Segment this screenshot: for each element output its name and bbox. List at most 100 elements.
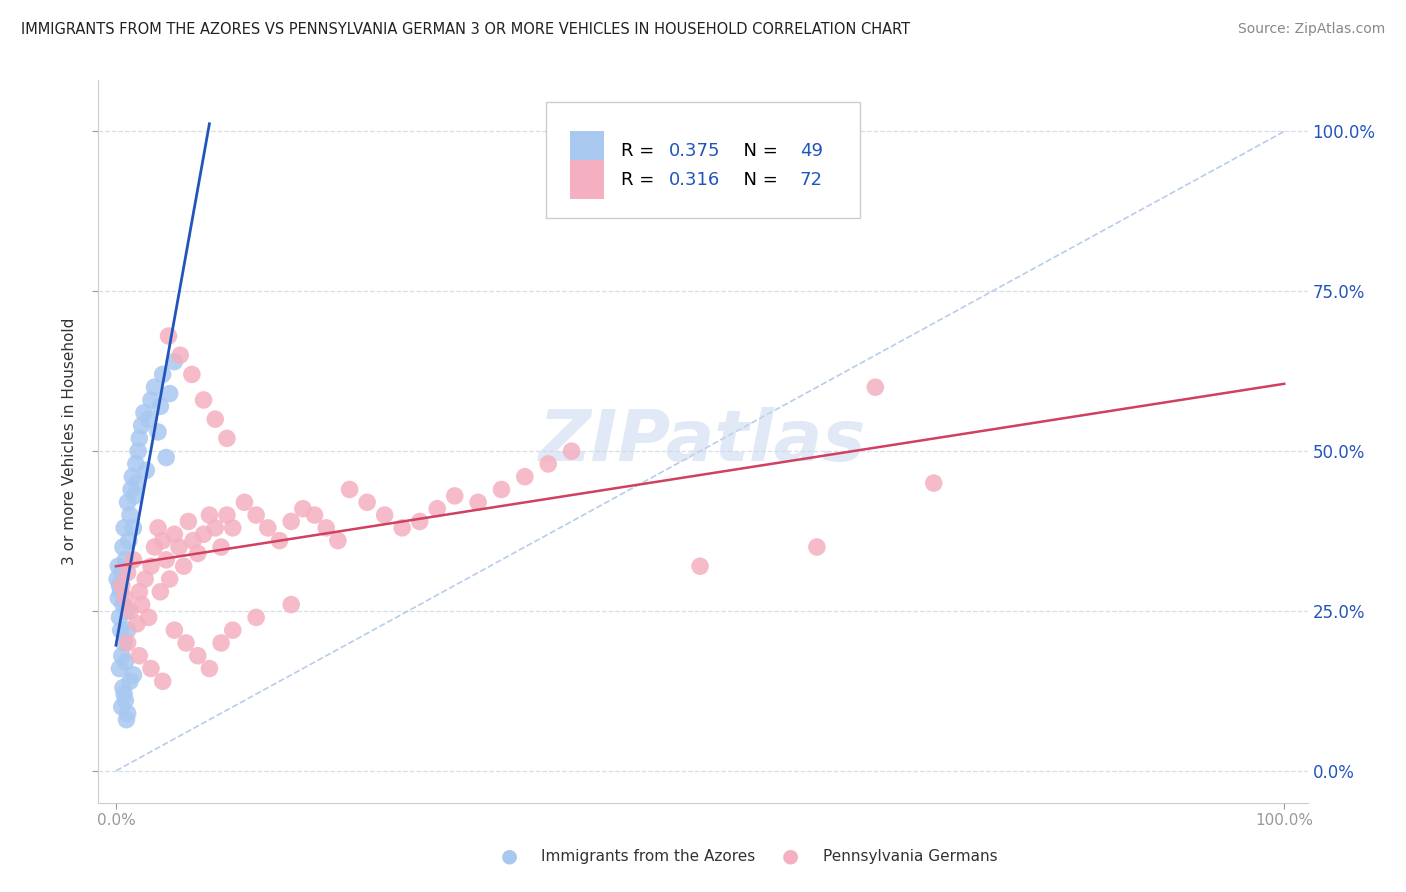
Point [139, 559, 162, 574]
Point [139, 392, 162, 407]
Point [149, 584, 172, 599]
Point [157, 329, 180, 343]
Text: Immigrants from the Azores: Immigrants from the Azores [541, 849, 755, 863]
Point [108, 610, 131, 624]
Point [233, 495, 256, 509]
Point [111, 681, 134, 695]
Point [146, 425, 169, 439]
Point [204, 521, 226, 535]
Point [112, 636, 135, 650]
Point [689, 559, 711, 574]
Point [132, 406, 155, 420]
Point [111, 648, 134, 663]
Point [374, 508, 396, 522]
Text: N =: N = [733, 170, 783, 188]
Point [105, 572, 128, 586]
Point [513, 469, 536, 483]
Point [111, 699, 134, 714]
Point [128, 648, 150, 663]
Point [256, 521, 278, 535]
Point [120, 483, 142, 497]
Point [117, 623, 139, 637]
Point [426, 501, 449, 516]
Point [152, 674, 174, 689]
Point [135, 463, 157, 477]
Point [149, 400, 172, 414]
Point [163, 354, 186, 368]
Point [326, 533, 349, 548]
Text: 49: 49 [800, 142, 823, 160]
Point [180, 368, 202, 382]
Point [159, 386, 181, 401]
Point [122, 668, 145, 682]
Text: IMMIGRANTS FROM THE AZORES VS PENNSYLVANIA GERMAN 3 OR MORE VEHICLES IN HOUSEHOL: IMMIGRANTS FROM THE AZORES VS PENNSYLVAN… [21, 22, 910, 37]
FancyBboxPatch shape [546, 102, 860, 218]
Text: ●: ● [501, 847, 517, 866]
Point [128, 431, 150, 445]
Point [114, 553, 136, 567]
Point [122, 521, 145, 535]
Point [177, 515, 200, 529]
Point [152, 368, 174, 382]
Point [181, 533, 204, 548]
Point [187, 648, 209, 663]
Point [131, 598, 153, 612]
Point [537, 457, 560, 471]
Text: 0.375: 0.375 [669, 142, 721, 160]
Point [108, 578, 131, 592]
Point [125, 616, 148, 631]
Point [198, 661, 221, 675]
Point [107, 591, 129, 606]
Text: R =: R = [621, 142, 659, 160]
Point [114, 591, 136, 606]
Point [118, 674, 141, 689]
Point [139, 661, 162, 675]
Point [121, 469, 143, 483]
Text: ZIPatlas: ZIPatlas [540, 407, 866, 476]
Point [117, 706, 139, 721]
Point [865, 380, 887, 394]
Point [922, 476, 945, 491]
Point [138, 412, 160, 426]
Point [269, 533, 291, 548]
Text: Pennsylvania Germans: Pennsylvania Germans [823, 849, 997, 863]
Point [125, 476, 148, 491]
Point [215, 431, 238, 445]
Point [143, 540, 166, 554]
Point [467, 495, 489, 509]
Point [193, 392, 215, 407]
Point [167, 540, 190, 554]
Point [114, 655, 136, 669]
Point [110, 584, 132, 599]
Point [118, 604, 141, 618]
Point [124, 489, 146, 503]
Point [245, 508, 267, 522]
Y-axis label: 3 or more Vehicles in Household: 3 or more Vehicles in Household [62, 318, 77, 566]
Point [245, 610, 267, 624]
Point [215, 508, 238, 522]
Point [110, 623, 132, 637]
Point [339, 483, 361, 497]
Point [111, 540, 134, 554]
Point [163, 623, 186, 637]
Point [127, 444, 149, 458]
Point [125, 457, 148, 471]
Point [222, 623, 245, 637]
Point [163, 527, 186, 541]
Point [443, 489, 465, 503]
Point [222, 521, 245, 535]
Point [111, 566, 134, 580]
Point [187, 546, 209, 560]
Text: 0.316: 0.316 [669, 170, 720, 188]
Point [131, 418, 153, 433]
FancyBboxPatch shape [569, 160, 603, 200]
Point [356, 495, 378, 509]
Point [108, 661, 131, 675]
Point [138, 610, 160, 624]
Point [118, 533, 141, 548]
Point [409, 515, 432, 529]
Point [115, 713, 138, 727]
Point [152, 533, 174, 548]
Point [280, 598, 302, 612]
Point [193, 527, 215, 541]
